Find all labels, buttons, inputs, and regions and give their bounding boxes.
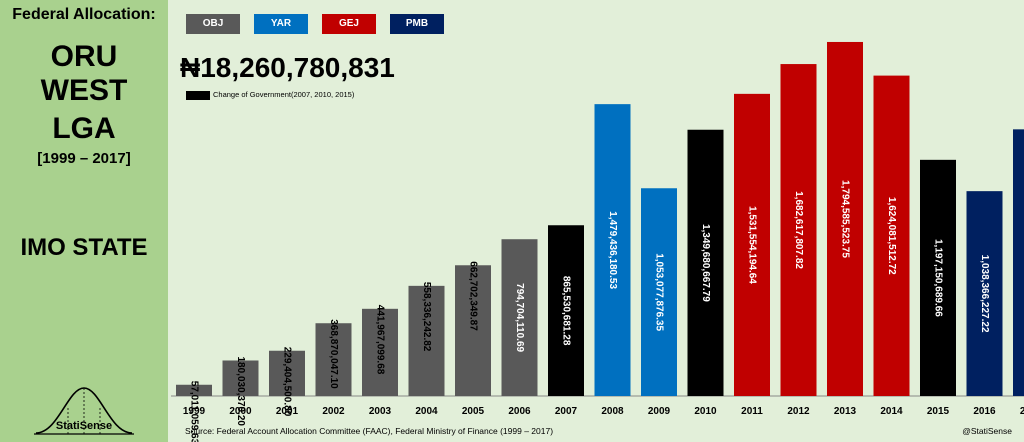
tick-label-2016: 2016: [973, 406, 996, 417]
social-handle: @StatiSense: [962, 426, 1012, 436]
bar-2013: [827, 41, 863, 396]
value-label-2007: 865,530,681.28: [561, 276, 572, 346]
bar-2001: [269, 350, 305, 396]
tick-label-2015: 2015: [927, 406, 950, 417]
value-label-2013: 1,794,585,523.75: [840, 180, 851, 258]
bar-2014: [873, 75, 910, 397]
value-label-2001: 229,404,500.80: [282, 347, 293, 417]
value-label-2016: 1,038,366,227.22: [979, 255, 990, 333]
tick-label-2014: 2014: [880, 406, 903, 417]
bar-2012: [780, 64, 817, 396]
tick-label-2003: 2003: [369, 406, 392, 417]
value-label-1999: 57,011,059.63: [189, 381, 200, 442]
value-label-2008: 1,479,436,180.53: [607, 211, 618, 289]
bar-2017: [1013, 129, 1024, 396]
tick-label-2002: 2002: [322, 406, 345, 417]
value-label-2009: 1,053,077,876.35: [654, 253, 665, 331]
legend-item-pmb: PMB: [390, 14, 444, 34]
tick-label-1999: 1999: [183, 406, 206, 417]
tick-label-2008: 2008: [601, 406, 624, 417]
tick-label-2012: 2012: [787, 406, 810, 417]
bar-2000: [222, 360, 259, 396]
change-of-government-swatch: [186, 91, 210, 100]
tick-label-2013: 2013: [834, 406, 857, 417]
legend-item-gej: GEJ: [322, 14, 376, 34]
tick-label-2007: 2007: [555, 406, 578, 417]
bar-2006: [501, 239, 538, 396]
bar-2004: [408, 285, 445, 396]
bell-curve-logo-icon: [34, 387, 134, 435]
value-label-2010: 1,349,680,667.79: [700, 224, 711, 302]
bar-2011: [734, 93, 770, 397]
value-label-2005: 662,702,349.87: [468, 261, 479, 331]
value-label-2011: 1,531,554,194.64: [747, 206, 758, 284]
bar-2002: [315, 323, 352, 396]
year-range: [1999 – 2017]: [37, 150, 131, 167]
lga-name-line2: WEST: [40, 74, 128, 107]
left-panel: Federal Allocation: ORU WEST LGA [1999 –…: [0, 0, 168, 442]
panel-header: Federal Allocation:: [12, 6, 156, 23]
tick-label-2001: 2001: [276, 406, 299, 417]
tick-label-2010: 2010: [694, 406, 717, 417]
bar-2008: [594, 104, 631, 396]
value-label-2004: 558,336,242.82: [421, 282, 432, 352]
legend-item-obj: OBJ: [186, 14, 240, 34]
bar-2009: [641, 188, 677, 396]
tick-label-2000: 2000: [229, 406, 252, 417]
bar-2016: [966, 191, 1003, 396]
tick-label-2006: 2006: [508, 406, 531, 417]
bar-2010: [687, 129, 724, 397]
bar-2015: [920, 159, 956, 396]
lga-name-line3: LGA: [52, 112, 116, 145]
tick-label-2005: 2005: [462, 406, 485, 417]
change-of-government-label: Change of Government(2007, 2010, 2015): [213, 90, 355, 99]
value-label-2012: 1,682,617,807.82: [793, 191, 804, 269]
tick-label-2004: 2004: [415, 406, 438, 417]
bar-2003: [362, 308, 398, 396]
tick-label-2011: 2011: [741, 406, 763, 417]
value-label-2014: 1,624,081,512.72: [886, 197, 897, 275]
value-label-2015: 1,197,150,689.66: [933, 239, 944, 317]
bar-2007: [548, 225, 584, 396]
brand-name: StatiSense: [55, 420, 113, 432]
value-label-2003: 441,967,099.68: [375, 305, 386, 375]
total-allocation: ₦18,260,780,831: [180, 52, 395, 83]
value-label-2002: 368,870,047.10: [328, 319, 339, 389]
tick-label-2009: 2009: [648, 406, 671, 417]
bar-2005: [455, 265, 491, 396]
state-name: IMO STATE: [20, 234, 148, 261]
value-label-2006: 794,704,110.69: [514, 283, 525, 352]
bar-1999: [176, 384, 212, 396]
legend-item-yar: YAR: [254, 14, 308, 34]
tick-label-2017: 2017: [1020, 406, 1024, 417]
source-note: Source: Federal Account Allocation Commi…: [185, 426, 554, 436]
value-label-2000: 180,030,370.20: [235, 356, 246, 426]
lga-name-line1: ORU: [50, 40, 118, 73]
